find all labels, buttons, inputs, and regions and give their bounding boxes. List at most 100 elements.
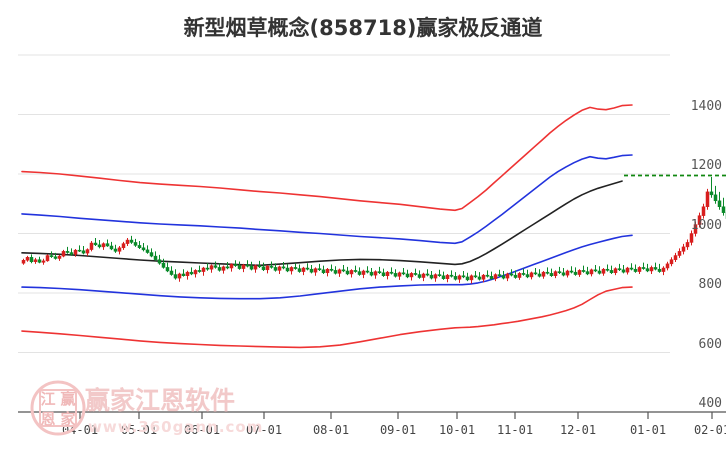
candle-body xyxy=(357,271,362,275)
candle-body xyxy=(29,257,34,263)
y-tick-label-1400: 1400 xyxy=(690,98,722,114)
candle-body xyxy=(185,271,190,276)
candle-body xyxy=(233,264,238,266)
candle-body xyxy=(697,215,702,225)
candle-body xyxy=(33,259,38,263)
candle-body xyxy=(377,271,382,274)
candle-body xyxy=(429,274,434,279)
x-tick-label-01-01: 01-01 xyxy=(629,423,667,437)
candle-body xyxy=(221,266,226,271)
candle-body xyxy=(369,271,374,276)
candle-body xyxy=(253,265,258,270)
candle-body xyxy=(45,255,50,262)
candle-body xyxy=(405,273,410,278)
candle-body xyxy=(365,270,370,273)
candle-body xyxy=(549,273,554,276)
candle-body xyxy=(577,270,582,275)
candle-body xyxy=(321,269,326,274)
candle-body xyxy=(177,273,182,279)
candle-body xyxy=(633,268,638,272)
series-lower-blue-channel xyxy=(21,234,633,300)
candle-body xyxy=(497,274,502,276)
candle-body xyxy=(477,276,482,280)
candle-body xyxy=(425,273,430,276)
candle-body xyxy=(573,271,578,275)
candle-body xyxy=(361,270,366,275)
y-tick-label-400: 400 xyxy=(698,396,722,411)
candle-body xyxy=(145,249,150,253)
candle-body xyxy=(541,271,546,277)
candle-body xyxy=(125,239,130,244)
candlestick-group xyxy=(21,176,726,284)
candle-body xyxy=(41,260,46,263)
candle-body xyxy=(629,267,634,270)
candle-body xyxy=(585,271,590,275)
candle-body xyxy=(309,268,314,273)
candle-body xyxy=(445,274,450,279)
candle-body xyxy=(345,270,350,275)
candle-body xyxy=(165,267,170,272)
candle-body xyxy=(201,267,206,272)
candle-body xyxy=(433,274,438,279)
candle-body xyxy=(465,276,470,281)
x-tick-label-05-01: 05-01 xyxy=(120,423,158,437)
candle-body xyxy=(113,248,118,252)
candle-body xyxy=(193,270,198,275)
candle-body xyxy=(401,272,406,275)
candle-body xyxy=(713,194,718,202)
candle-body xyxy=(245,264,250,267)
candle-body xyxy=(81,250,86,254)
candle-body xyxy=(49,255,54,257)
candle-body xyxy=(545,271,550,274)
candle-body xyxy=(709,191,714,196)
candle-body xyxy=(521,273,526,275)
candle-body xyxy=(73,249,78,255)
candle-body xyxy=(533,272,538,275)
candle-body xyxy=(197,270,202,272)
candle-body xyxy=(621,269,626,273)
candle-body xyxy=(225,266,230,269)
y-tick-label-1000: 1000 xyxy=(690,217,722,233)
candle-body xyxy=(529,272,534,278)
candle-body xyxy=(257,265,262,268)
candle-body xyxy=(509,273,514,276)
candle-body xyxy=(297,268,302,272)
candle-body xyxy=(105,243,110,247)
candle-body xyxy=(101,243,106,248)
candle-body xyxy=(617,268,622,271)
candle-body xyxy=(189,271,194,275)
candle-body xyxy=(109,245,114,250)
candle-body xyxy=(681,246,686,252)
candle-body xyxy=(205,267,210,270)
candle-body xyxy=(141,247,146,251)
x-tick-label-12-01: 12-01 xyxy=(559,423,597,437)
candle-body xyxy=(317,268,322,271)
candle-body xyxy=(717,200,722,207)
candle-body xyxy=(581,270,586,272)
x-tick-label-02-01: 02-01 xyxy=(693,423,726,437)
candle-body xyxy=(593,269,598,272)
x-tick-label-07-01: 07-01 xyxy=(245,423,283,437)
candle-body xyxy=(229,264,234,269)
candle-body xyxy=(689,233,694,243)
series-upper-blue-channel xyxy=(21,154,633,245)
candle-body xyxy=(213,265,218,268)
candle-body xyxy=(121,243,126,249)
candle-body xyxy=(669,259,674,265)
candle-body xyxy=(589,269,594,275)
x-tick-label-04-01: 04-01 xyxy=(61,423,99,437)
candle-body xyxy=(677,251,682,256)
candle-body xyxy=(289,267,294,272)
candle-body xyxy=(129,239,134,243)
candle-body xyxy=(557,271,562,274)
candle-body xyxy=(721,206,726,213)
candle-body xyxy=(645,268,650,272)
candle-body xyxy=(649,267,654,272)
candle-body xyxy=(61,251,66,257)
candle-body xyxy=(601,268,606,274)
y-tick-label-1200: 1200 xyxy=(690,158,722,173)
candle-body xyxy=(337,269,342,274)
candle-body xyxy=(97,244,102,248)
